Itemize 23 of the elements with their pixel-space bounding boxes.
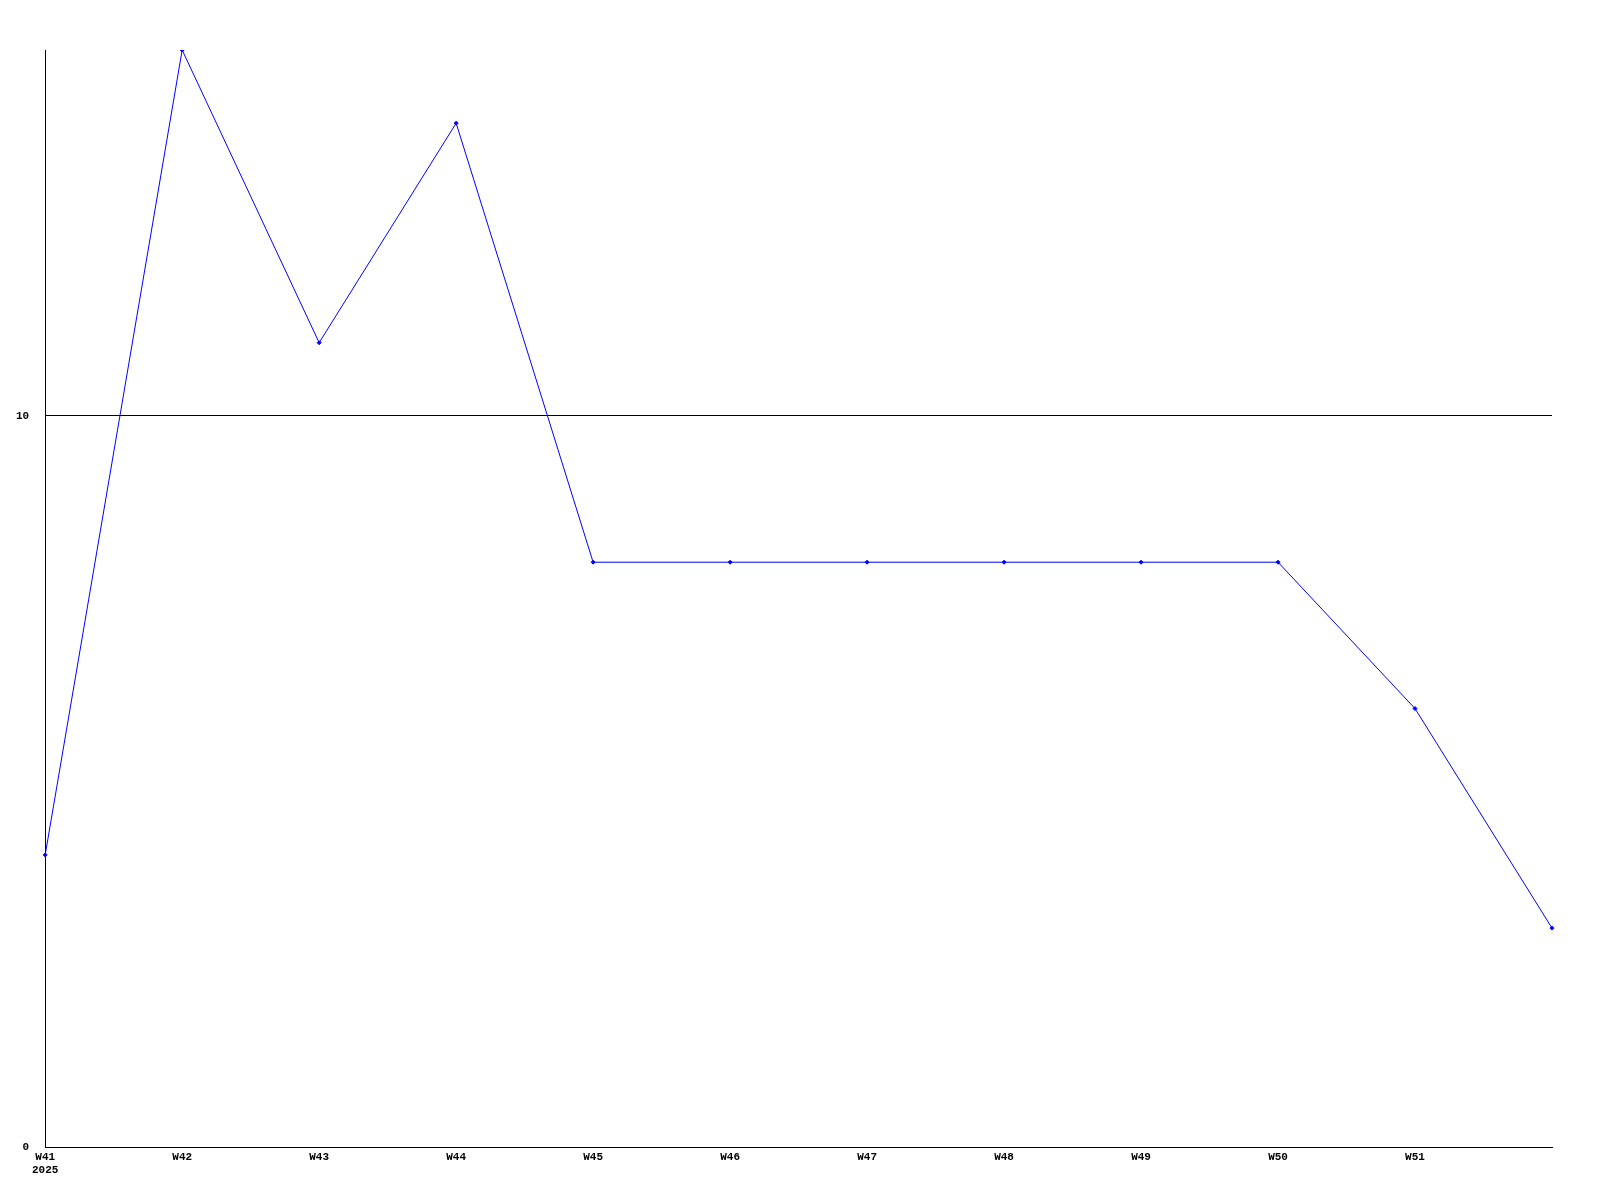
x-tick-label: W51 <box>1405 1150 1426 1163</box>
y-tick-label: 10 <box>16 409 30 422</box>
point <box>590 559 596 565</box>
x-tick-label: W44 <box>446 1150 467 1163</box>
point <box>864 559 870 565</box>
x-tick-label: W47 <box>857 1150 877 1163</box>
x-tick-label: W48 <box>994 1150 1015 1163</box>
x-tick-label: W46 <box>720 1150 741 1163</box>
point <box>453 120 459 126</box>
point <box>1138 559 1144 565</box>
x-tick-label: W41 2025 <box>32 1150 59 1177</box>
x-tick-label: W45 <box>583 1150 604 1163</box>
point <box>1275 559 1281 565</box>
y-tick-label: 0 <box>22 1141 30 1154</box>
point <box>42 852 48 858</box>
x-tick-label: W43 <box>309 1150 330 1163</box>
point <box>727 559 733 565</box>
point <box>1001 559 1007 565</box>
x-tick-label: W42 <box>172 1150 193 1163</box>
point <box>316 340 322 346</box>
point <box>1412 706 1418 712</box>
x-tick-label: W49 <box>1131 1150 1151 1163</box>
x-tick-label: W50 <box>1268 1150 1288 1163</box>
